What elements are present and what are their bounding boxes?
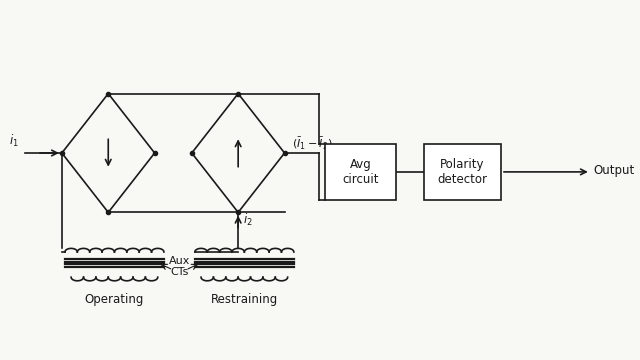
Text: Polarity
detector: Polarity detector xyxy=(437,158,488,186)
Text: $i_2$: $i_2$ xyxy=(243,212,253,228)
Bar xyxy=(424,144,501,200)
Text: Avg
circuit: Avg circuit xyxy=(342,158,379,186)
Text: $i_1$: $i_1$ xyxy=(9,133,19,149)
Bar xyxy=(324,144,396,200)
Text: $(\bar{I}_1 - \bar{I}_2)$: $(\bar{I}_1 - \bar{I}_2)$ xyxy=(292,135,333,151)
Text: Operating: Operating xyxy=(84,293,144,306)
Text: Restraining: Restraining xyxy=(211,293,278,306)
Text: Output: Output xyxy=(594,163,635,177)
Text: Aux
CTs: Aux CTs xyxy=(169,256,190,277)
